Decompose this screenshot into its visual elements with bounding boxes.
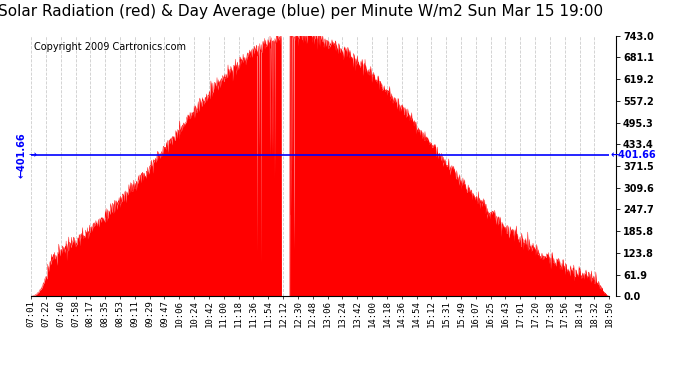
Text: ←401.66: ←401.66 <box>611 150 656 160</box>
Text: Solar Radiation (red) & Day Average (blue) per Minute W/m2 Sun Mar 15 19:00: Solar Radiation (red) & Day Average (blu… <box>0 4 602 19</box>
Text: ←401.66: ←401.66 <box>17 132 26 178</box>
Text: Copyright 2009 Cartronics.com: Copyright 2009 Cartronics.com <box>34 42 186 52</box>
Text: →: → <box>29 150 37 160</box>
